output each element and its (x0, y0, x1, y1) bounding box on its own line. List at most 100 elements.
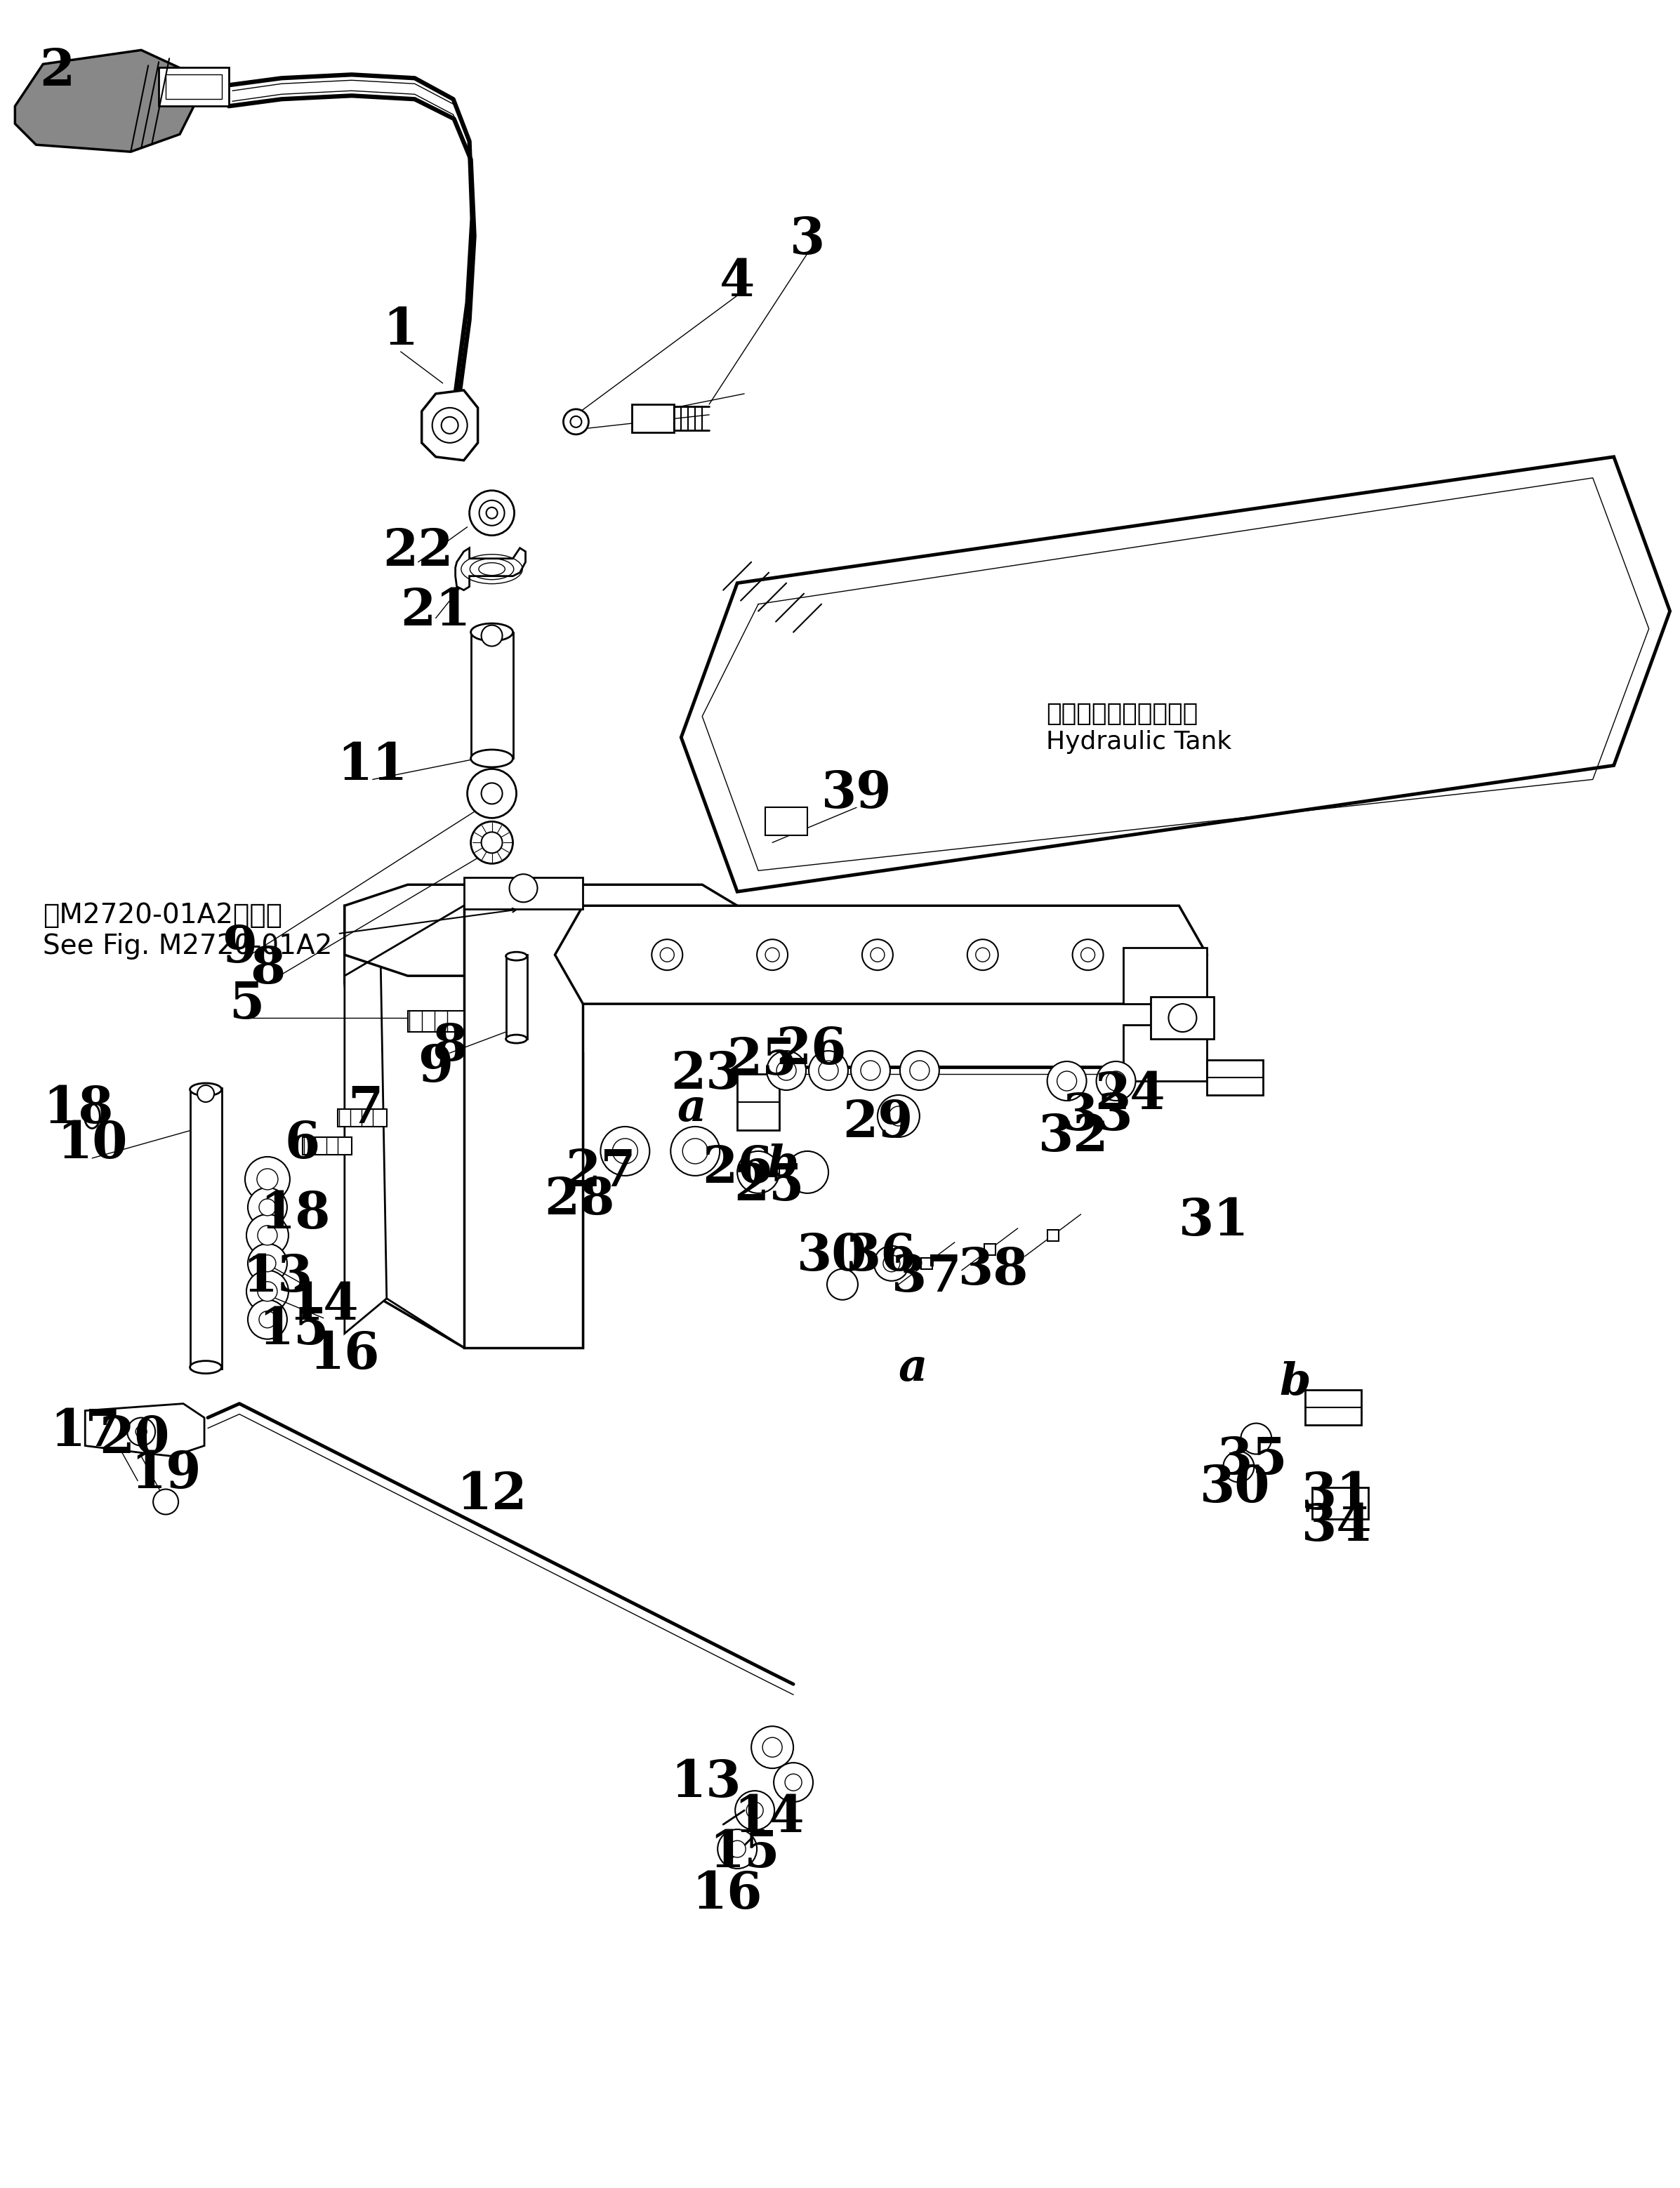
Text: 14: 14 (734, 1792, 805, 1842)
Circle shape (563, 409, 588, 435)
Bar (166, 74, 222, 98)
Text: b: b (768, 1144, 798, 1186)
Bar (1047, 1230, 1058, 1241)
Circle shape (766, 1050, 806, 1090)
Circle shape (1105, 1072, 1126, 1092)
Text: 8: 8 (250, 943, 286, 993)
Circle shape (751, 1726, 793, 1768)
Text: 4: 4 (719, 256, 754, 306)
Bar (506, 954, 528, 1039)
Polygon shape (15, 50, 193, 151)
Text: 33: 33 (1063, 1092, 1134, 1140)
Circle shape (860, 1061, 880, 1081)
Bar (1122, 947, 1208, 1004)
Polygon shape (228, 74, 474, 409)
Polygon shape (344, 884, 738, 976)
Text: 14: 14 (289, 1280, 360, 1330)
Text: 13: 13 (670, 1757, 741, 1807)
Circle shape (827, 1269, 858, 1300)
Circle shape (480, 626, 502, 645)
Circle shape (247, 1271, 289, 1313)
Text: 第M2720-01A2図参照
See Fig. M2720-01A2: 第M2720-01A2図参照 See Fig. M2720-01A2 (44, 901, 333, 961)
Text: 26: 26 (702, 1144, 773, 1195)
Text: 7: 7 (348, 1085, 383, 1133)
Text: 13: 13 (242, 1252, 312, 1302)
Circle shape (877, 1094, 919, 1138)
Bar (1305, 1389, 1361, 1424)
Ellipse shape (470, 624, 512, 641)
Text: 36: 36 (845, 1232, 916, 1282)
Bar (1122, 1024, 1208, 1081)
Circle shape (1169, 1004, 1196, 1033)
Circle shape (968, 939, 998, 969)
Bar (766, 807, 808, 836)
Circle shape (249, 1243, 287, 1282)
Circle shape (247, 1214, 289, 1256)
Circle shape (259, 1256, 276, 1271)
Text: 28: 28 (544, 1175, 615, 1225)
Text: 3: 3 (790, 214, 825, 265)
Bar (1312, 1488, 1369, 1518)
Bar (338, 1109, 386, 1127)
Circle shape (257, 1225, 277, 1245)
Bar (408, 1011, 464, 1033)
Circle shape (432, 407, 467, 442)
Text: 16: 16 (692, 1871, 763, 1919)
Circle shape (889, 1107, 909, 1127)
Text: 25: 25 (726, 1035, 796, 1085)
Text: 29: 29 (842, 1098, 912, 1149)
Circle shape (1242, 1422, 1272, 1455)
Text: a: a (677, 1087, 706, 1131)
Text: 2: 2 (39, 46, 74, 96)
Circle shape (776, 1061, 796, 1081)
Circle shape (763, 1737, 783, 1757)
Polygon shape (680, 457, 1670, 893)
Ellipse shape (506, 952, 528, 961)
Circle shape (249, 1300, 287, 1339)
Circle shape (785, 1774, 801, 1790)
Circle shape (249, 1188, 287, 1227)
Polygon shape (344, 906, 386, 1332)
Text: 39: 39 (822, 768, 892, 818)
Bar (158, 68, 228, 107)
Bar (632, 405, 674, 433)
Text: 31: 31 (1302, 1470, 1373, 1521)
Circle shape (900, 1050, 939, 1090)
Circle shape (660, 947, 674, 963)
Bar (302, 1138, 351, 1155)
Circle shape (257, 1282, 277, 1302)
Text: 21: 21 (400, 586, 470, 637)
Circle shape (470, 820, 512, 864)
Circle shape (1223, 1451, 1253, 1481)
Text: ハイドロリックタンク
Hydraulic Tank: ハイドロリックタンク Hydraulic Tank (1047, 702, 1231, 755)
Text: 38: 38 (958, 1245, 1028, 1295)
Circle shape (257, 1168, 277, 1190)
Text: 23: 23 (670, 1048, 741, 1098)
Ellipse shape (470, 750, 512, 768)
Circle shape (862, 939, 894, 969)
Circle shape (884, 1256, 900, 1271)
Bar (470, 632, 512, 759)
Ellipse shape (506, 1035, 528, 1044)
Circle shape (870, 947, 885, 963)
Circle shape (682, 1138, 707, 1164)
Bar (1151, 998, 1215, 1039)
Bar (921, 1258, 932, 1269)
Text: 24: 24 (1095, 1070, 1166, 1120)
Circle shape (911, 1061, 929, 1081)
Text: 25: 25 (734, 1162, 805, 1212)
Circle shape (197, 1085, 213, 1103)
Circle shape (874, 1245, 909, 1280)
Polygon shape (422, 389, 477, 459)
Circle shape (479, 501, 504, 525)
Text: 35: 35 (1218, 1435, 1289, 1486)
Text: 16: 16 (309, 1330, 380, 1378)
Circle shape (1057, 1072, 1077, 1092)
Circle shape (652, 939, 682, 969)
Text: 6: 6 (286, 1120, 321, 1168)
Ellipse shape (190, 1361, 222, 1374)
Circle shape (808, 1050, 848, 1090)
Text: 11: 11 (338, 740, 408, 790)
Circle shape (774, 1764, 813, 1803)
Circle shape (480, 783, 502, 803)
